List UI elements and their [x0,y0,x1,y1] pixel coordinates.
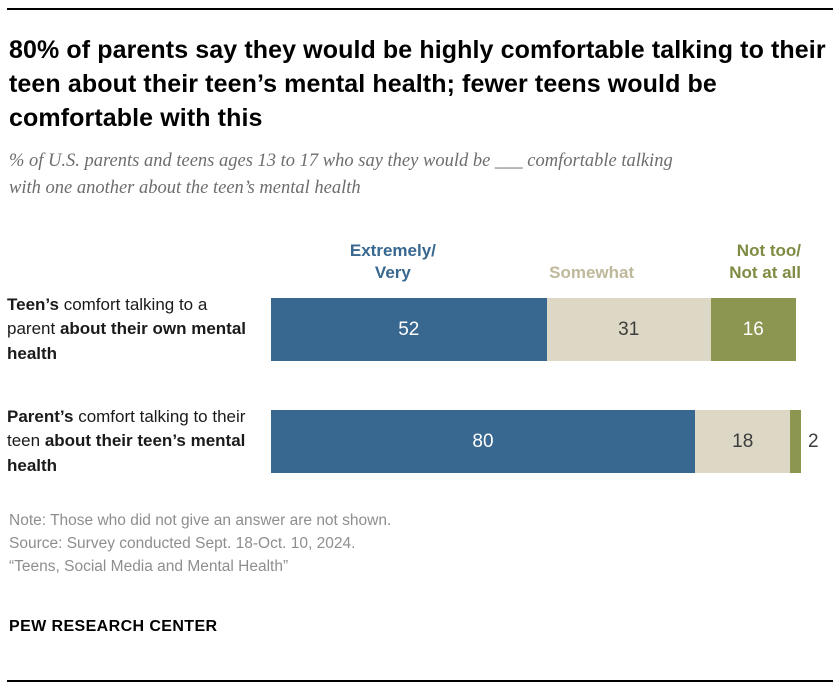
row-label-segment: comfort talking to a parent [7,294,208,339]
top-rule [7,8,833,10]
bar-value-label-outside: 2 [808,430,819,452]
legend: Extremely/ Very Somewhat Not too/ Not at… [271,233,801,283]
bar-segment-not-too-parent [790,410,801,474]
bar-row-parent: Parent’s comfort talking to their teen a… [7,405,819,479]
pew-research-center-wordmark: PEW RESEARCH CENTER [9,618,218,636]
bar-segment-extremely-very-parent: 80 [271,410,695,474]
legend-label-somewhat: Somewhat [549,262,635,282]
report-title-line: “Teens, Social Media and Mental Health” [9,558,289,576]
chart-subtitle: % of U.S. parents and teens ages 13 to 1… [9,151,673,198]
bar-value-label: 31 [618,318,640,340]
note-line: Note: Those who did not give an answer a… [9,511,392,529]
bar-value-label: 52 [398,318,420,340]
bottom-rule [7,680,833,682]
bar-value-label: 80 [472,430,494,452]
row-label-segment: about their teen’s mental health [7,431,246,475]
bar-track-teen: 52 31 16 [271,298,801,362]
bar-segment-somewhat-teen: 31 [546,298,711,362]
row-label-segment: comfort talking to their teen [7,406,246,451]
stacked-bar-chart: Extremely/ Very Somewhat Not too/ Not at… [7,233,833,479]
row-label-segment: about their own mental health [7,319,246,364]
legend-row: Extremely/ Very Somewhat Not too/ Not at… [7,233,801,283]
row-label-parent: Parent’s comfort talking to their teen a… [7,405,259,479]
bar-row-teen: Teen’s comfort talking to a parent about… [7,293,801,367]
bar-segment-not-too-teen: 16 [710,298,796,362]
row-label-segment: Parent’s [7,406,74,426]
bar-segment-extremely-very-teen: 52 [271,298,547,362]
page-title: 80% of parents say they would be highly … [9,36,826,132]
row-label-segment: Teen’s [7,294,59,314]
chart-notes: Note: Those who did not give an answer a… [9,509,833,579]
legend-label-extremely-very: Extremely/ Very [349,241,436,282]
legend-label-not-too-not-at-all: Not too/ Not at all [729,241,801,282]
bar-segment-somewhat-parent: 18 [695,410,791,474]
bar-value-label: 16 [742,318,764,340]
bar-track-parent: 80 18 2 [271,410,819,474]
row-label-teen: Teen’s comfort talking to a parent about… [7,293,259,367]
source-line: Source: Survey conducted Sept. 18-Oct. 1… [9,534,356,552]
bar-value-label: 18 [732,430,754,452]
